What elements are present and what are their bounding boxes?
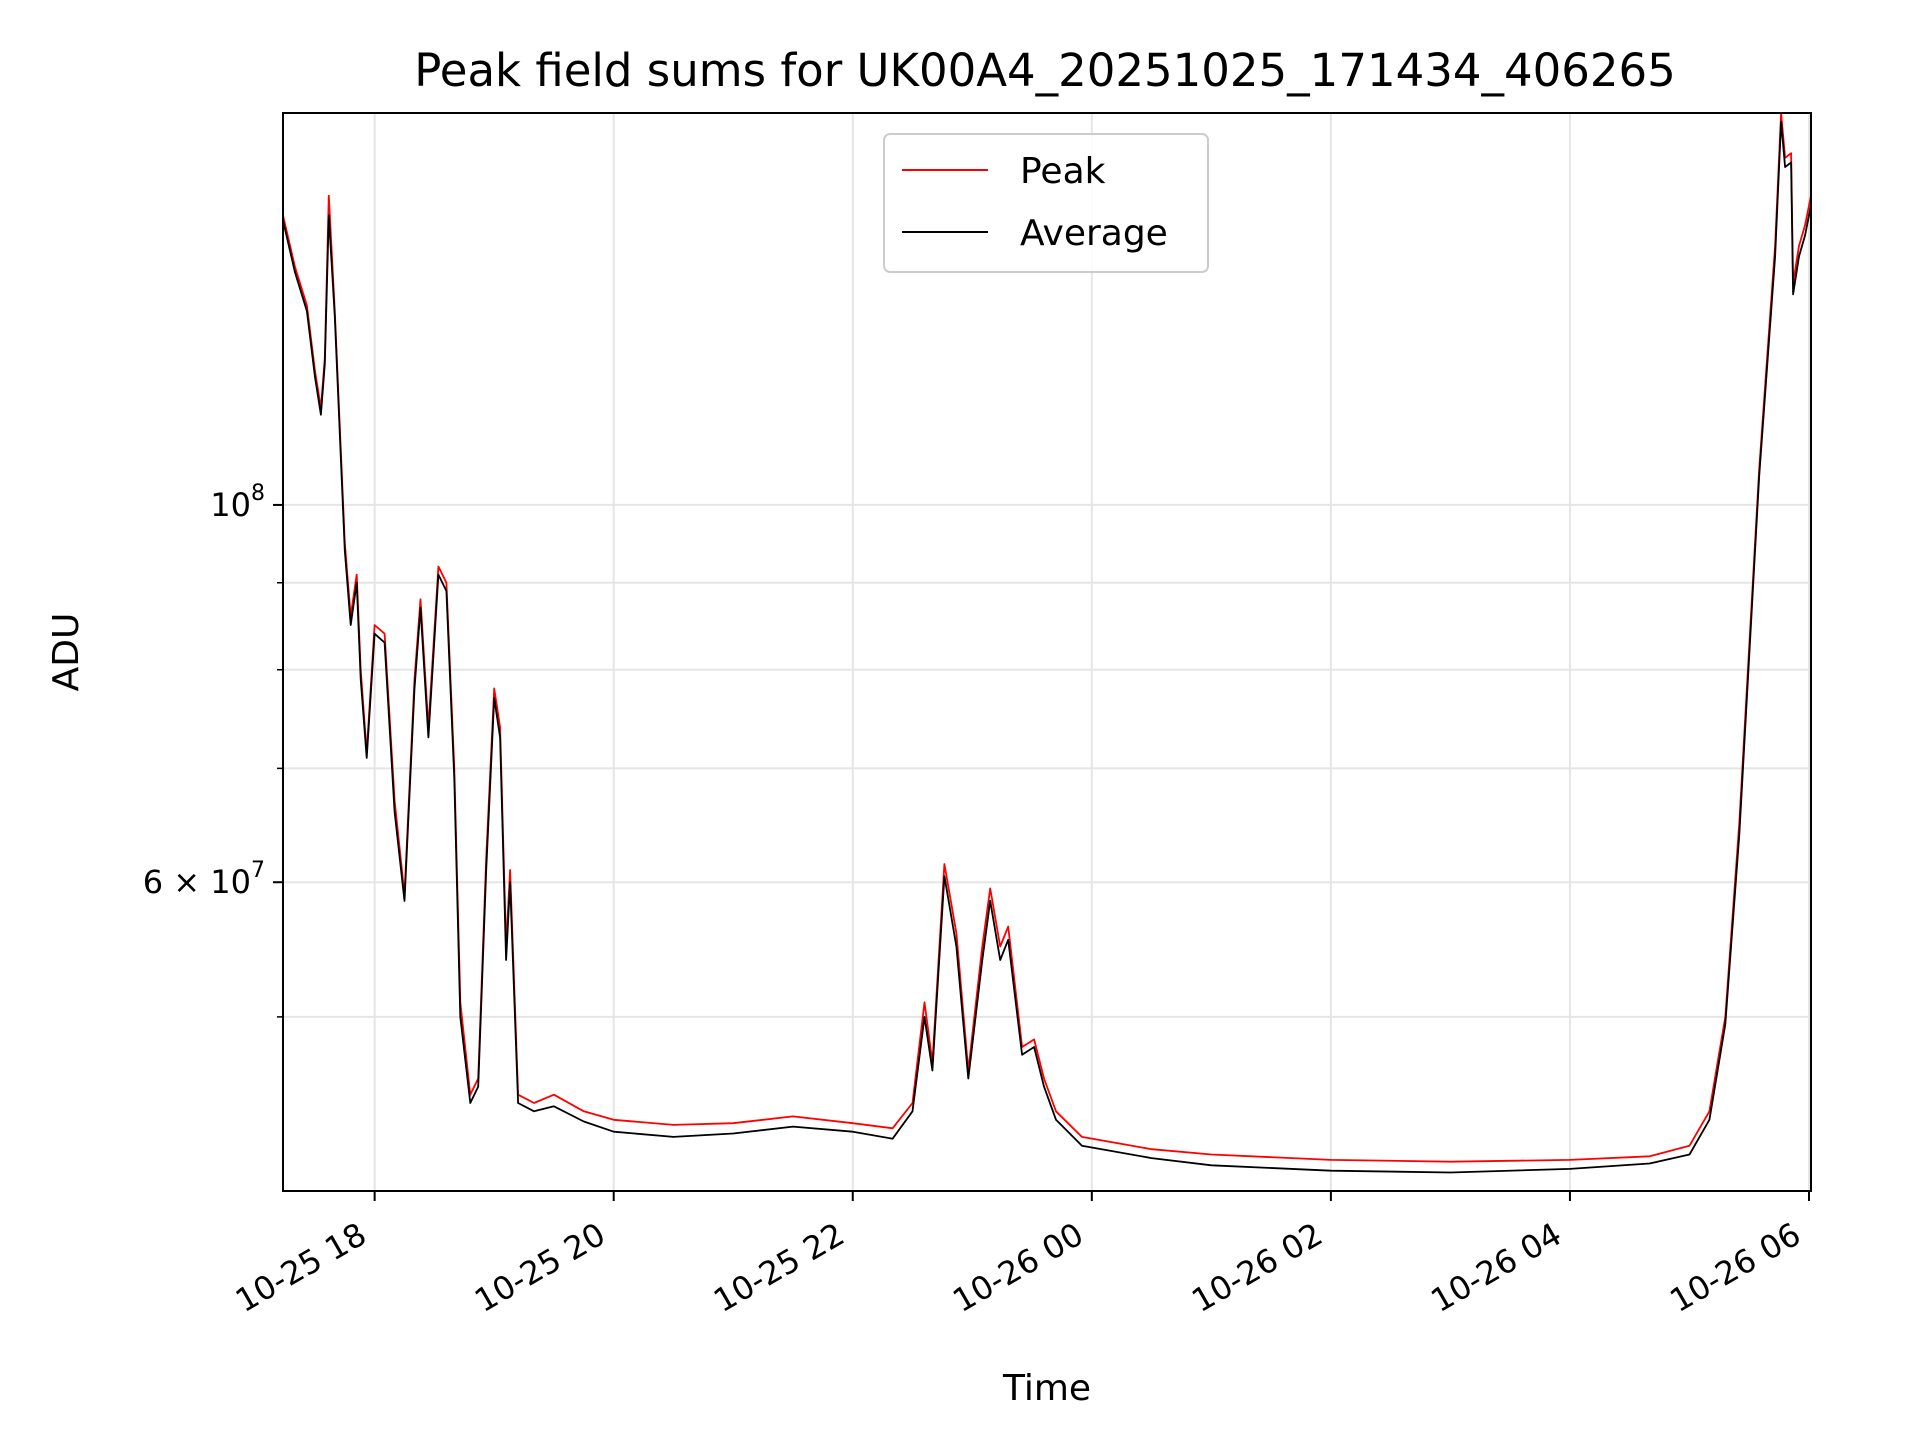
y-tick-label: 6 × 107 xyxy=(143,858,265,901)
grid xyxy=(283,113,1811,1191)
legend-box xyxy=(883,133,1209,273)
plot-frame xyxy=(282,112,1812,1192)
legend: Peak Average xyxy=(883,133,1209,273)
series-line-average xyxy=(282,120,1812,1174)
chart-title: Peak field sums for UK00A4_20251025_1714… xyxy=(414,44,1676,97)
series-layer xyxy=(282,112,1812,1174)
y-tick-label: 108 xyxy=(210,481,265,524)
legend-label-average: Average xyxy=(1020,213,1168,254)
y-axis-label: ADU xyxy=(46,613,87,692)
legend-label-peak: Peak xyxy=(1020,151,1106,192)
x-axis-label: Time xyxy=(1002,1368,1091,1409)
